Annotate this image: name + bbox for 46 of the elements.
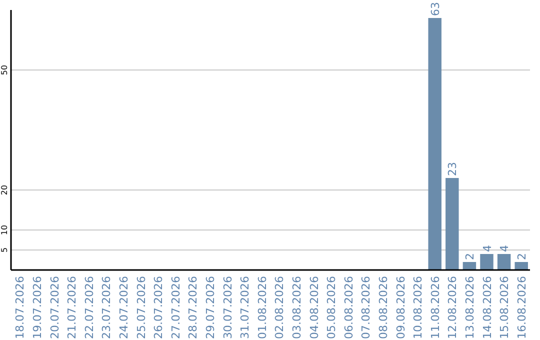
x-tick-label: 11.08.2026 <box>428 276 442 339</box>
y-tick-label: 10 <box>0 224 9 236</box>
bar <box>428 18 442 270</box>
x-tick-label: 14.08.2026 <box>480 276 494 339</box>
data-label: 4 <box>480 245 494 252</box>
data-label: 2 <box>515 253 528 260</box>
x-tick-label: 26.07.2026 <box>152 276 166 339</box>
x-tick-label: 21.07.2026 <box>66 276 79 339</box>
x-tick-label: 13.08.2026 <box>463 276 476 339</box>
data-label: 63 <box>428 2 442 16</box>
data-label: 4 <box>498 245 512 252</box>
x-tick-label: 15.08.2026 <box>498 276 512 339</box>
x-tick-label: 24.07.2026 <box>117 276 130 339</box>
x-tick-label: 02.08.2026 <box>273 276 286 339</box>
bar <box>462 262 476 270</box>
x-tick-label: 06.08.2026 <box>342 276 356 339</box>
y-tick-label: 50 <box>0 64 9 76</box>
x-tick-label: 03.08.2026 <box>290 276 304 339</box>
x-tick-label: 16.08.2026 <box>515 276 528 339</box>
data-label: 2 <box>463 253 476 260</box>
x-tick-label: 31.07.2026 <box>238 276 252 339</box>
x-tick-label: 09.08.2026 <box>394 276 408 339</box>
x-tick-label: 19.07.2026 <box>30 276 44 339</box>
x-tick-label: 29.07.2026 <box>204 276 217 339</box>
x-tick-label: 25.07.2026 <box>134 276 148 339</box>
y-tick-label: 20 <box>0 184 9 196</box>
bar <box>480 254 494 270</box>
x-tick-label: 18.07.2026 <box>14 276 27 339</box>
x-tick-label: 28.07.2026 <box>186 276 200 339</box>
x-tick-label: 01.08.2026 <box>256 276 269 339</box>
data-label: 23 <box>446 162 460 176</box>
x-tick-label: 04.08.2026 <box>308 276 321 339</box>
y-tick-label: 5 <box>0 247 9 253</box>
bar <box>514 262 528 270</box>
bar <box>446 178 459 270</box>
x-tick-label: 12.08.2026 <box>446 276 460 339</box>
x-tick-label: 27.07.2026 <box>169 276 182 339</box>
x-tick-label: 05.08.2026 <box>325 276 338 339</box>
x-tick-label: 22.07.2026 <box>82 276 96 339</box>
x-tick-label: 08.08.2026 <box>376 276 390 339</box>
x-tick-label: 23.07.2026 <box>100 276 114 339</box>
x-tick-label: 20.07.2026 <box>48 276 62 339</box>
x-tick-label: 30.07.2026 <box>221 276 234 339</box>
x-tick-label: 07.08.2026 <box>360 276 373 339</box>
x-tick-label: 10.08.2026 <box>412 276 425 339</box>
bar <box>497 254 511 270</box>
